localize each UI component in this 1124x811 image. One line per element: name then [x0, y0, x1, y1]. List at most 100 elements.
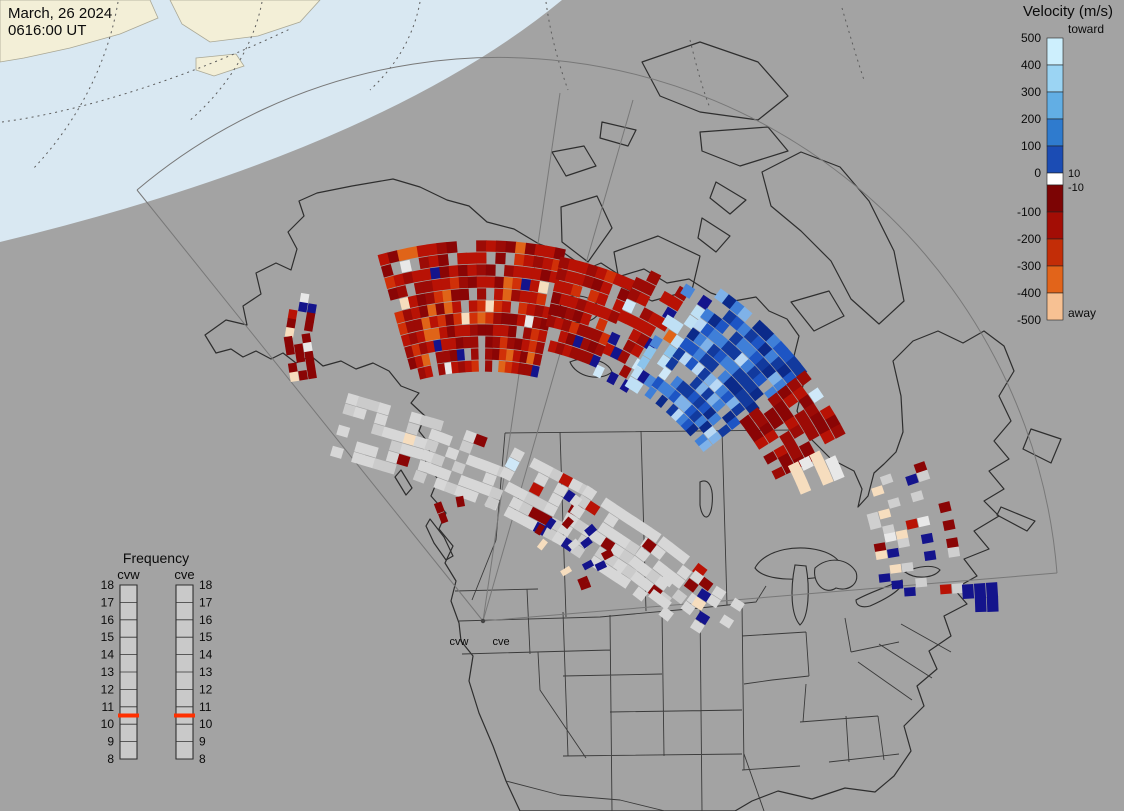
velocity-cell [527, 340, 538, 353]
radar-label-cvw: cvw [450, 636, 469, 648]
us-state-borders [454, 588, 952, 811]
velocity-cell [284, 326, 295, 338]
velocity-cell [354, 441, 369, 455]
velocity-cell [772, 340, 789, 357]
velocity-cell [819, 429, 835, 445]
velocity-cell [680, 418, 694, 432]
velocity-cell [558, 473, 574, 488]
velocity-cell [771, 466, 786, 480]
fov-edge-west [136, 189, 484, 622]
velocity-cell [717, 369, 732, 385]
velocity-cell [690, 619, 705, 634]
dayside-ocean [0, 0, 562, 242]
velocity-cell [485, 336, 494, 348]
velocity-cell [723, 375, 738, 391]
velocity-cell [464, 489, 479, 503]
velocity-cell [720, 390, 735, 405]
velocity-cell [361, 455, 376, 469]
frequency-column-label-cve: cve [174, 567, 194, 582]
lake-huron [814, 559, 858, 591]
frequency-tick-label: 12 [199, 682, 213, 696]
away-label: away [1068, 306, 1096, 320]
frequency-tick-label: 15 [101, 630, 115, 644]
velocity-cell [670, 408, 684, 422]
velocity-cell [306, 303, 317, 314]
velocity-cell [381, 426, 396, 440]
velocity-cell [552, 279, 565, 294]
velocity-cell [681, 385, 696, 400]
frequency-tick-label: 8 [107, 752, 114, 766]
velocity-cell [707, 313, 723, 329]
velocity-cell [754, 435, 769, 450]
velocity-cell [377, 252, 391, 267]
colorbar-segment [1046, 238, 1064, 267]
velocity-cell [561, 281, 574, 296]
velocity-cell [444, 362, 453, 375]
velocity-cell [509, 447, 525, 462]
velocity-cell [444, 446, 460, 461]
velocity-cell [512, 265, 524, 278]
velocity-cell [547, 340, 559, 354]
velocity-cell [558, 293, 571, 307]
velocity-cell [669, 573, 686, 589]
colorbar-segment [1046, 184, 1064, 213]
velocity-cell [426, 303, 438, 317]
velocity-cell [437, 363, 447, 376]
velocity-cell [412, 469, 428, 484]
velocity-cell [875, 550, 888, 560]
velocity-cell [392, 429, 406, 443]
velocity-cell [889, 563, 902, 574]
velocity-cell [808, 387, 824, 403]
velocity-cell [448, 265, 460, 278]
velocity-cell [728, 331, 744, 347]
velocity-cell [399, 259, 412, 273]
velocity-cell [467, 276, 478, 288]
velocity-cell [493, 300, 503, 313]
velocity-cell [879, 473, 894, 486]
velocity-cell [751, 319, 768, 336]
velocity-cell [475, 458, 491, 472]
velocity-cell [657, 380, 671, 395]
frequency-tick-label: 14 [199, 648, 213, 662]
velocity-cell [545, 315, 557, 329]
velocity-cell [749, 386, 764, 402]
velocity-cell [535, 341, 545, 355]
velocity-cell [464, 360, 473, 373]
velocity-cell [707, 412, 722, 426]
velocity-cell [550, 291, 563, 305]
velocity-cell [283, 335, 294, 347]
velocity-cell [882, 524, 896, 535]
velocity-cell [448, 337, 457, 350]
velocity-cell [451, 301, 462, 314]
velocity-cell [630, 380, 644, 394]
velocity-cell [498, 360, 506, 373]
frequency-tick-label: 11 [199, 700, 212, 714]
velocity-cell [428, 255, 440, 268]
velocity-cell [739, 414, 754, 429]
velocity-cell [731, 402, 746, 417]
velocity-cell [706, 343, 721, 359]
velocity-cell [476, 276, 487, 288]
velocity-cell [680, 600, 696, 616]
velocity-cell [396, 247, 410, 262]
velocity-cell [400, 333, 412, 347]
velocity-cell [462, 336, 472, 349]
velocity-cell [548, 303, 560, 317]
velocity-cell [679, 337, 694, 352]
velocity-cell [764, 349, 780, 365]
velocity-cell [569, 503, 586, 519]
velocity-cell [469, 312, 479, 324]
velocity-cell [504, 361, 513, 374]
small-arctic-island-4 [599, 121, 637, 147]
velocity-cell [421, 316, 432, 330]
frequency-tick-label: 17 [199, 595, 213, 609]
velocity-cell [419, 414, 434, 428]
velocity-cell [573, 272, 586, 287]
velocity-cell [693, 332, 708, 348]
velocity-cell [555, 268, 568, 282]
velocity-cell [594, 266, 608, 281]
velocity-cell [488, 486, 504, 501]
velocity-cell [581, 559, 595, 571]
velocity-cell [986, 596, 999, 612]
velocity-cell [406, 246, 420, 260]
